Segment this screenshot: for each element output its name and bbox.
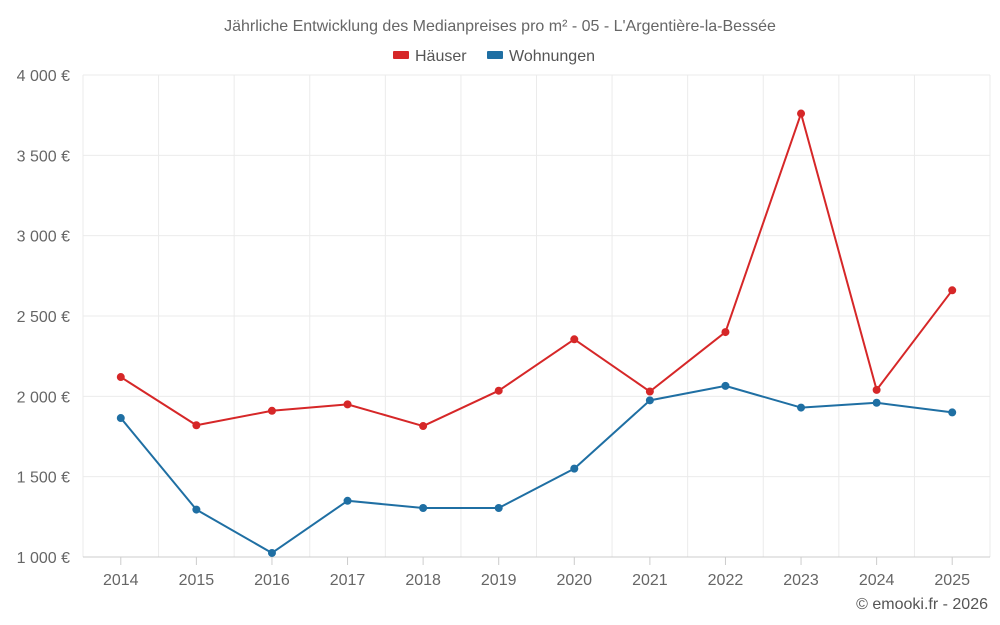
data-point-apartments[interactable] [721,381,730,390]
data-point-houses[interactable] [721,328,730,337]
x-axis-ticks: 2014 2015 2016 2017 2018 2019 2020 2021 2022 2023… [103,572,970,589]
series-line-houses [120,112,954,428]
credit-text: © emooki.fr - 2026 [856,596,988,613]
x-tick-label: 2022 [708,572,744,589]
series [116,109,957,557]
data-point-houses[interactable] [948,286,957,295]
x-tick-label: 2025 [934,572,970,589]
y-tick-label: 2 500 € [17,309,70,326]
y-tick-label: 3 000 € [17,229,70,246]
y-axis-ticks: 1 000 € 1 500 € 2 000 € 2 500 € 3 000 € 3 500… [17,68,70,567]
data-point-houses[interactable] [419,422,428,431]
data-point-apartments[interactable] [570,464,579,473]
data-point-houses[interactable] [343,400,352,409]
data-point-apartments[interactable] [267,548,276,557]
grid [82,74,991,557]
data-point-houses[interactable] [192,421,201,430]
legend-swatch-houses [393,51,409,59]
x-tick-label: 2020 [556,572,592,589]
legend-label-houses: Häuser [415,48,467,65]
chart-title: Jährliche Entwicklung des Medianpreises … [224,18,776,35]
y-tick-label: 1 000 € [17,550,70,567]
x-tick-label: 2015 [179,572,215,589]
data-point-houses[interactable] [645,387,654,396]
data-point-apartments[interactable] [192,505,201,514]
legend-swatch-apartments [487,51,503,59]
y-tick-label: 1 500 € [17,470,70,487]
data-point-houses[interactable] [267,406,276,415]
data-point-apartments[interactable] [494,503,503,512]
legend-label-apartments: Wohnungen [509,48,595,65]
legend-item-houses[interactable]: Häuser [393,48,467,65]
x-tick-label: 2018 [405,572,441,589]
data-point-houses[interactable] [797,109,806,118]
axes [83,556,990,565]
data-point-apartments[interactable] [797,403,806,412]
y-tick-label: 4 000 € [17,68,70,85]
series-line-apartments [120,384,953,554]
x-tick-label: 2017 [330,572,366,589]
data-point-apartments[interactable] [343,496,352,505]
data-point-apartments[interactable] [948,408,957,417]
y-tick-label: 2 000 € [17,389,70,406]
x-tick-label: 2014 [103,572,139,589]
data-point-houses[interactable] [116,373,125,382]
data-point-apartments[interactable] [872,398,881,407]
data-point-houses[interactable] [494,386,503,395]
x-tick-label: 2021 [632,572,668,589]
data-point-apartments[interactable] [116,414,125,423]
data-point-apartments[interactable] [419,503,428,512]
legend: Häuser Wohnungen [393,48,595,65]
x-tick-label: 2023 [783,572,819,589]
x-tick-label: 2024 [859,572,895,589]
x-tick-label: 2019 [481,572,517,589]
data-point-apartments[interactable] [645,396,654,405]
y-tick-label: 3 500 € [17,148,70,165]
data-point-houses[interactable] [570,335,579,344]
x-tick-label: 2016 [254,572,290,589]
legend-item-apartments[interactable]: Wohnungen [487,48,595,65]
data-point-houses[interactable] [872,385,881,394]
